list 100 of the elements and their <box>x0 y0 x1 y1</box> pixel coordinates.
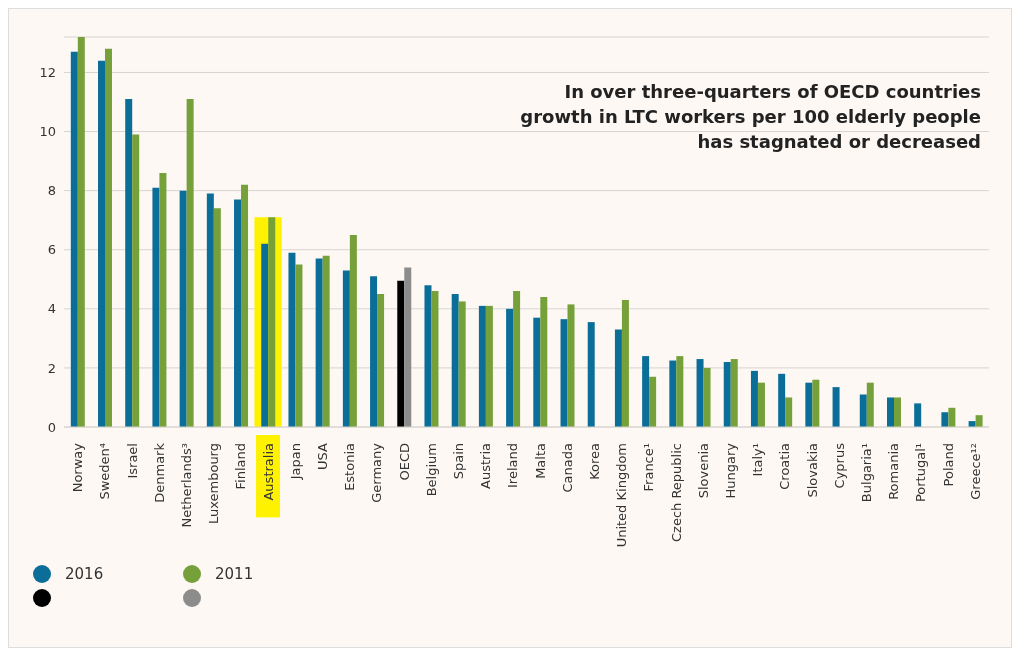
bar <box>125 99 133 427</box>
bar <box>179 190 187 427</box>
x-tick-label: OECD <box>396 443 412 481</box>
text: In over three-quarters of OECD countries growth in LTC workers per 100 elderly people has stagnated or decreased <box>519 80 981 154</box>
x-tick-label: United Kingdom <box>614 443 630 548</box>
x-tick-label: Belgium <box>423 443 439 497</box>
bar <box>676 356 684 427</box>
x-tick-label: Ireland <box>505 443 521 488</box>
x-tick-label: Austria <box>478 443 494 489</box>
x-tick-label: Israel <box>124 443 140 479</box>
bar <box>669 360 677 427</box>
x-tick-label: Hungary <box>723 442 739 499</box>
bar <box>513 291 521 427</box>
bar <box>268 217 276 427</box>
x-tick-label: Slovenia <box>695 443 711 499</box>
bar <box>370 276 378 427</box>
x-tick-label: Malta <box>532 443 548 479</box>
bar <box>941 412 949 427</box>
y-tick-label: 8 <box>47 183 56 199</box>
bar <box>261 243 269 427</box>
bar <box>322 255 330 427</box>
x-tick-label: Spain <box>450 443 466 480</box>
bar <box>159 172 167 427</box>
y-tick-label: 10 <box>39 124 56 140</box>
bar <box>506 308 514 427</box>
bar <box>533 317 541 427</box>
y-tick-label: 12 <box>39 65 56 81</box>
bar <box>404 267 412 427</box>
bar <box>540 297 548 427</box>
bar <box>132 134 140 427</box>
bar <box>614 329 622 427</box>
bar <box>105 48 113 427</box>
bar <box>948 407 956 427</box>
bar <box>730 359 738 427</box>
legend-label: 2011 <box>215 565 254 583</box>
x-tick-label: Bulgaria¹ <box>859 443 875 503</box>
bar <box>832 387 840 427</box>
bar <box>723 362 731 427</box>
x-tick-label: Italy¹ <box>750 443 766 477</box>
x-tick-label: Korea <box>587 443 603 480</box>
bar <box>975 415 983 427</box>
x-tick-label: Estonia <box>342 443 358 491</box>
bar <box>295 264 303 427</box>
bar <box>642 356 650 427</box>
bar <box>886 397 894 427</box>
bar <box>696 359 704 427</box>
bar <box>186 99 194 427</box>
x-tick-label: Japan <box>287 443 303 481</box>
x-tick-label: France¹ <box>641 443 657 492</box>
bar <box>485 305 493 427</box>
bar <box>785 397 793 427</box>
bar <box>349 234 357 427</box>
bar <box>567 304 575 427</box>
x-tick-label: Czech Republic <box>668 443 684 542</box>
bar <box>315 258 323 427</box>
bar <box>621 299 629 427</box>
x-tick-label: Greece¹² <box>967 443 983 500</box>
y-tick-label: 2 <box>47 360 56 376</box>
bar <box>397 280 405 427</box>
bar <box>342 270 350 427</box>
x-tick-label: Finland <box>233 443 249 490</box>
bar <box>213 208 221 427</box>
bar <box>458 301 466 427</box>
bar <box>757 382 765 427</box>
bar <box>750 370 758 427</box>
x-tick-label: Croatia <box>777 443 793 490</box>
x-tick-label: USA <box>314 442 330 470</box>
x-tick-label: Denmark <box>151 442 167 503</box>
x-tick-label: Portugal¹ <box>913 443 929 503</box>
bar <box>812 379 820 427</box>
bar <box>560 319 568 427</box>
x-tick-label: Australia <box>260 443 276 501</box>
legend-label: 2016 <box>65 565 104 583</box>
bar <box>893 397 901 427</box>
bar <box>288 252 296 427</box>
x-tick-label: Poland <box>940 443 956 487</box>
x-tick-label: Canada <box>559 443 575 493</box>
bar <box>98 60 106 427</box>
bar <box>451 294 459 427</box>
bar <box>424 285 432 427</box>
y-tick-label: 0 <box>47 419 56 435</box>
y-tick-label: 4 <box>47 301 56 317</box>
bar <box>70 51 78 427</box>
x-tick-label: Netherlands³ <box>178 443 194 528</box>
bar <box>478 305 486 427</box>
x-tick-label: Germany <box>369 442 385 503</box>
x-tick-label: Slovakia <box>804 443 820 498</box>
bar <box>778 373 786 427</box>
bar <box>805 382 813 427</box>
bar <box>649 376 657 427</box>
y-tick-label: 6 <box>47 242 56 258</box>
bar <box>234 199 242 427</box>
x-tick-label: Romania <box>886 443 902 500</box>
bar <box>866 382 874 427</box>
bar <box>703 367 711 427</box>
bar <box>241 184 249 427</box>
bar <box>206 193 214 427</box>
bar <box>914 403 922 427</box>
bar <box>152 187 160 427</box>
bar <box>587 322 595 427</box>
